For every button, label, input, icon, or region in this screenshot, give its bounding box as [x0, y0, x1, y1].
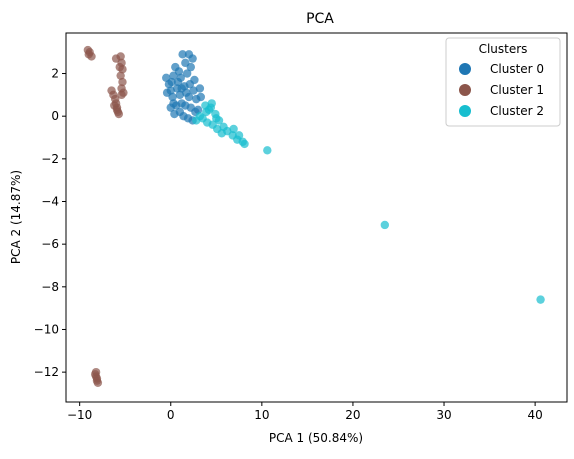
- data-point: [380, 220, 390, 230]
- data-point: [175, 90, 185, 100]
- data-point: [117, 90, 126, 100]
- y-axis-ticks: −12 −10 −8 −6 −4 −2 0 2: [34, 67, 66, 379]
- data-point: [536, 295, 545, 304]
- legend-marker: [459, 105, 471, 117]
- data-point: [92, 374, 102, 383]
- data-point: [212, 114, 221, 123]
- data-point: [174, 67, 184, 76]
- data-point: [118, 77, 127, 87]
- data-point: [196, 92, 206, 102]
- data-point: [188, 54, 197, 63]
- data-point: [178, 50, 187, 59]
- data-point: [202, 107, 211, 117]
- y-tick-label: 0: [51, 109, 59, 123]
- y-axis-label: PCA 2 (14.87%): [9, 170, 23, 264]
- data-point: [170, 109, 179, 119]
- y-tick-label: −2: [41, 152, 59, 166]
- legend-marker: [459, 84, 471, 96]
- legend-label: Cluster 0: [490, 62, 544, 76]
- data-point: [185, 79, 195, 89]
- legend-label: Cluster 2: [490, 104, 544, 118]
- x-tick-label: −10: [67, 408, 92, 422]
- x-axis-label: PCA 1 (50.84%): [269, 431, 363, 445]
- y-tick-label: 2: [51, 67, 59, 81]
- points-layer: [83, 45, 545, 387]
- axes-frame: [65, 32, 568, 403]
- data-point: [192, 116, 201, 125]
- data-point: [234, 131, 244, 140]
- x-tick-label: 30: [436, 408, 451, 422]
- data-point: [240, 139, 249, 149]
- data-point: [176, 73, 185, 82]
- data-point: [195, 84, 205, 93]
- data-point: [169, 99, 178, 108]
- x-axis-ticks: −10 0 10 20 30 40: [67, 402, 543, 422]
- x-tick-label: 0: [167, 408, 175, 422]
- data-point: [182, 69, 192, 78]
- y-tick-label: −8: [41, 280, 59, 294]
- y-tick-label: −10: [34, 322, 59, 336]
- data-point: [116, 52, 125, 61]
- x-tick-label: 10: [254, 408, 269, 422]
- data-point: [112, 105, 122, 114]
- data-point: [167, 77, 176, 87]
- data-point: [181, 58, 190, 68]
- x-tick-label: 40: [527, 408, 542, 422]
- series-1: [83, 45, 128, 387]
- legend-items: Cluster 0 Cluster 1 Cluster 2: [459, 62, 544, 118]
- data-point: [189, 86, 198, 95]
- chart-title: PCA: [306, 11, 334, 27]
- data-point: [115, 62, 124, 72]
- y-tick-label: −6: [41, 237, 59, 251]
- data-point: [177, 84, 186, 93]
- legend-label: Cluster 1: [490, 83, 544, 97]
- data-point: [181, 101, 190, 110]
- legend-title: Clusters: [479, 42, 528, 56]
- x-tick-label: 20: [345, 408, 360, 422]
- series-0: [162, 50, 206, 125]
- data-point: [162, 88, 172, 97]
- data-point: [116, 71, 125, 80]
- data-point: [229, 124, 238, 134]
- data-point: [84, 50, 93, 59]
- series-2: [192, 99, 545, 304]
- y-tick-label: −4: [41, 195, 59, 209]
- y-tick-label: −12: [34, 365, 59, 379]
- data-point: [217, 129, 226, 138]
- legend-marker: [459, 63, 471, 75]
- legend: Clusters Cluster 0 Cluster 1 Cluster 2: [445, 37, 561, 127]
- data-point: [263, 146, 272, 155]
- legend-box: [445, 37, 561, 127]
